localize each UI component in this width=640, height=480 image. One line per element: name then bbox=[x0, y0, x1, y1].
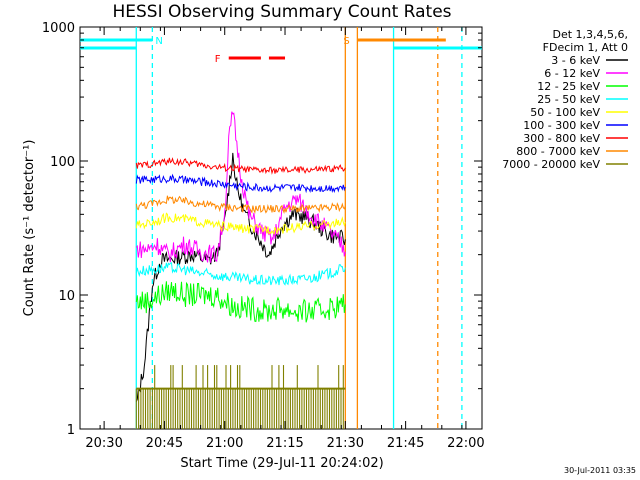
legend-label-7: 800 - 7000 keV bbox=[516, 145, 600, 158]
series-2-line bbox=[135, 281, 346, 323]
flag-S-label: S bbox=[343, 36, 349, 47]
flag-N-label: N bbox=[155, 36, 162, 47]
series-7-line bbox=[135, 195, 346, 214]
vertical-markers bbox=[80, 27, 482, 429]
chart-title: HESSI Observing Summary Count Rates bbox=[112, 2, 451, 22]
legend-label-2: 12 - 25 keV bbox=[537, 80, 600, 93]
legend-header-0: Det 1,3,4,5,6, bbox=[552, 28, 628, 41]
legend-label-0: 3 - 6 keV bbox=[551, 54, 600, 67]
x-tick-label-4: 21:30 bbox=[327, 436, 364, 451]
series-8-trace bbox=[135, 365, 346, 429]
series-5-line bbox=[135, 173, 346, 194]
y-axis-label: Count Rate (s⁻¹ detector⁻¹) bbox=[22, 140, 37, 317]
legend-label-4: 50 - 100 keV bbox=[530, 106, 600, 119]
legend-label-6: 300 - 800 keV bbox=[523, 132, 600, 145]
legend: Det 1,3,4,5,6,FDecim 1, Att 03 - 6 keV6 … bbox=[502, 28, 628, 171]
x-tick-label-1: 20:45 bbox=[146, 436, 183, 451]
x-axis: 20:30 20:45 21:00 21:15 21:30 21:45 22:00 bbox=[79, 27, 485, 451]
series-1-line bbox=[135, 111, 346, 263]
x-tick-label-0: 20:30 bbox=[85, 436, 122, 451]
series-4-line bbox=[135, 212, 346, 236]
x-tick-label-3: 21:15 bbox=[266, 436, 303, 451]
series-group bbox=[135, 111, 346, 429]
x-tick-label-6: 22:00 bbox=[447, 436, 484, 451]
y-tick-label-2: 100 bbox=[50, 155, 75, 170]
x-tick-label-5: 21:45 bbox=[387, 436, 424, 451]
legend-label-3: 25 - 50 keV bbox=[537, 93, 600, 106]
x-tick-label-2: 21:00 bbox=[206, 436, 243, 451]
flag-F-label: F bbox=[215, 54, 221, 65]
x-axis-label: Start Time (29-Jul-11 20:24:02) bbox=[180, 456, 383, 471]
legend-label-1: 6 - 12 keV bbox=[544, 67, 600, 80]
footer-timestamp: 30-Jul-2011 03:35 bbox=[564, 466, 636, 475]
series-6-line bbox=[135, 157, 346, 175]
legend-header-1: FDecim 1, Att 0 bbox=[543, 41, 628, 54]
series-3-line bbox=[135, 262, 346, 286]
legend-label-8: 7000 - 20000 keV bbox=[502, 158, 600, 171]
y-tick-label-0: 1 bbox=[67, 423, 75, 438]
legend-label-5: 100 - 300 keV bbox=[523, 119, 600, 132]
y-tick-label-1: 10 bbox=[58, 289, 75, 304]
y-tick-label-3: 1000 bbox=[42, 21, 75, 36]
y-axis: 1 10 100 1000 bbox=[42, 21, 482, 438]
flag-bars: N F S bbox=[80, 36, 446, 65]
